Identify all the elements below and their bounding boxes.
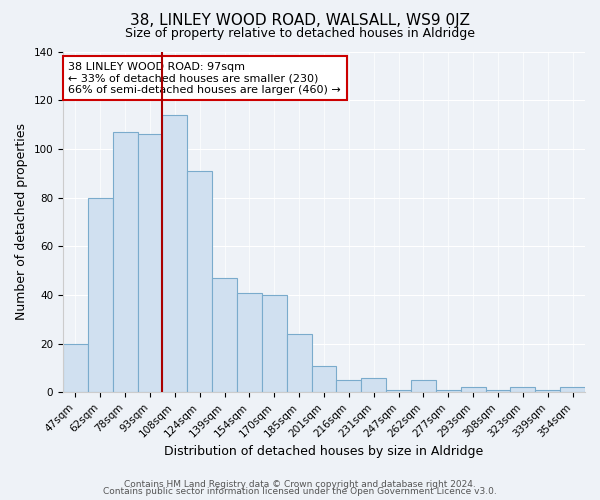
Bar	[535, 390, 560, 392]
Bar	[163, 115, 187, 392]
Bar	[461, 388, 485, 392]
Bar	[262, 295, 287, 392]
Bar	[88, 198, 113, 392]
Text: 38 LINLEY WOOD ROAD: 97sqm
← 33% of detached houses are smaller (230)
66% of sem: 38 LINLEY WOOD ROAD: 97sqm ← 33% of deta…	[68, 62, 341, 95]
Bar	[287, 334, 311, 392]
Bar	[485, 390, 511, 392]
Bar	[511, 388, 535, 392]
Bar	[137, 134, 163, 392]
Bar	[311, 366, 337, 392]
Bar	[560, 388, 585, 392]
Bar	[337, 380, 361, 392]
Bar	[386, 390, 411, 392]
Text: Contains HM Land Registry data © Crown copyright and database right 2024.: Contains HM Land Registry data © Crown c…	[124, 480, 476, 489]
Bar	[237, 292, 262, 392]
Bar	[113, 132, 137, 392]
X-axis label: Distribution of detached houses by size in Aldridge: Distribution of detached houses by size …	[164, 444, 484, 458]
Bar	[411, 380, 436, 392]
Text: Size of property relative to detached houses in Aldridge: Size of property relative to detached ho…	[125, 28, 475, 40]
Bar	[361, 378, 386, 392]
Bar	[436, 390, 461, 392]
Y-axis label: Number of detached properties: Number of detached properties	[15, 124, 28, 320]
Text: Contains public sector information licensed under the Open Government Licence v3: Contains public sector information licen…	[103, 488, 497, 496]
Bar	[212, 278, 237, 392]
Bar	[63, 344, 88, 392]
Text: 38, LINLEY WOOD ROAD, WALSALL, WS9 0JZ: 38, LINLEY WOOD ROAD, WALSALL, WS9 0JZ	[130, 12, 470, 28]
Bar	[187, 171, 212, 392]
